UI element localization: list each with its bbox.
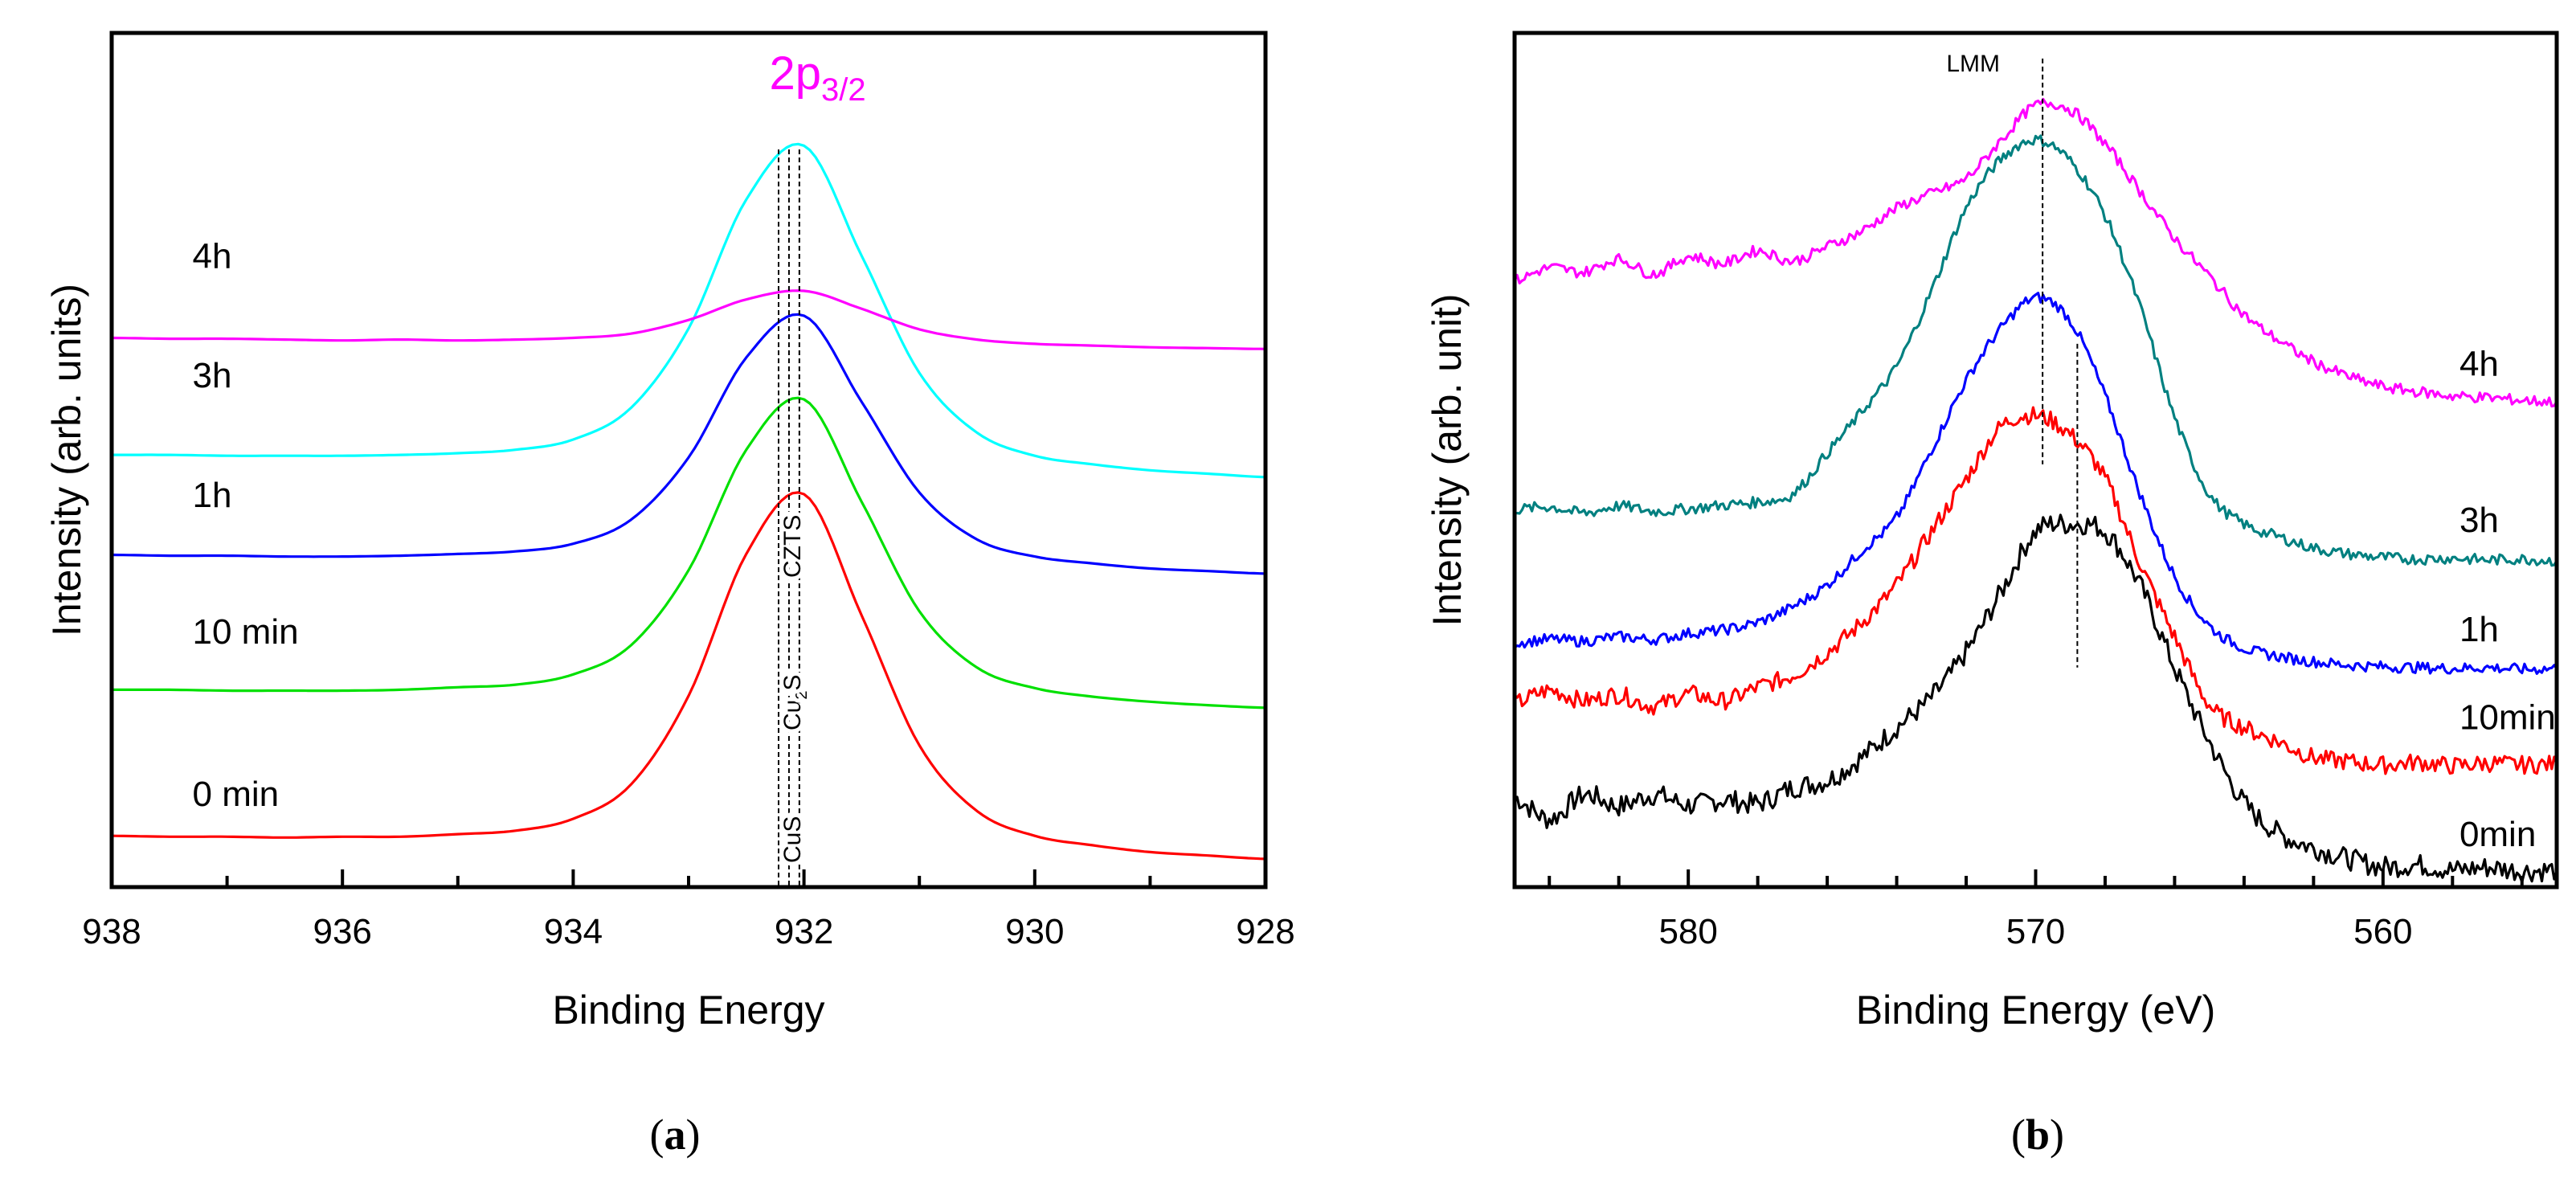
series-line-1h [1514,292,2558,675]
caption-paren: ) [2050,1110,2064,1159]
series-line-3h [1514,134,2558,567]
x-tick-label: 936 [313,912,371,951]
series-label: 3h [2459,501,2499,540]
series-line-10min [112,396,1266,710]
series-label: 3h [193,356,232,395]
series-line-4h [1513,97,2558,408]
series-label: 0 min [193,775,280,814]
caption-paren: ) [686,1110,701,1159]
label-main: Cu [779,700,806,730]
x-tick-label: 932 [775,912,833,951]
series-line-0min [111,491,1266,861]
plot-frame [1512,31,2559,890]
x-tick-label: 930 [1005,912,1064,951]
series-label: 4h [193,236,232,276]
series-label: 1h [193,476,232,515]
x-tick-label: 560 [2353,912,2412,951]
chart-b: 0min 10min 1h 3h 4h LMM 580 570 560 Binding Energ… [1425,31,2559,1159]
peak-label: 2p3/2 [770,47,866,108]
caption-paren: ( [650,1110,664,1159]
peak-label: LMM [1946,51,2000,77]
caption-letter: b [2026,1110,2050,1159]
plot-frame [109,31,1268,890]
x-tick-label: 580 [1658,912,1717,951]
label-sub: 2 [793,691,811,700]
reference-label: CZTS [779,515,806,578]
caption-paren: ( [2011,1110,2026,1159]
series-line-4h [111,289,1266,350]
x-axis-title: Binding Energy [552,988,824,1033]
series-label: 4h [2459,344,2499,383]
series-label: 10 min [193,612,299,652]
caption-letter: a [664,1110,686,1159]
series-line-10min [1513,406,2558,775]
x-tick-label: 928 [1236,912,1294,951]
series-line-1h [111,313,1266,575]
y-axis-title: Intensity (arb. units) [44,284,89,636]
panel-caption: (b) [2011,1110,2064,1159]
reference-label: CuS [779,816,806,863]
panel-caption: (a) [650,1110,701,1159]
peak-label-main: 2p [770,47,822,100]
series-label: 10min [2459,697,2556,737]
reference-label: Cu2S [779,675,811,731]
series-label: 1h [2459,610,2499,649]
series-label: 0min [2459,815,2536,854]
label-tail: S [779,675,806,691]
peak-label-sub: 3/2 [821,72,866,108]
y-axis-title: Intensity (arb. unit) [1425,293,1470,626]
x-tick-label: 934 [544,912,603,951]
x-tick-label: 570 [2006,912,2065,951]
x-axis-title: Binding Energy (eV) [1856,988,2215,1033]
x-tick-label: 938 [82,912,141,951]
series-line-3h [112,142,1266,479]
